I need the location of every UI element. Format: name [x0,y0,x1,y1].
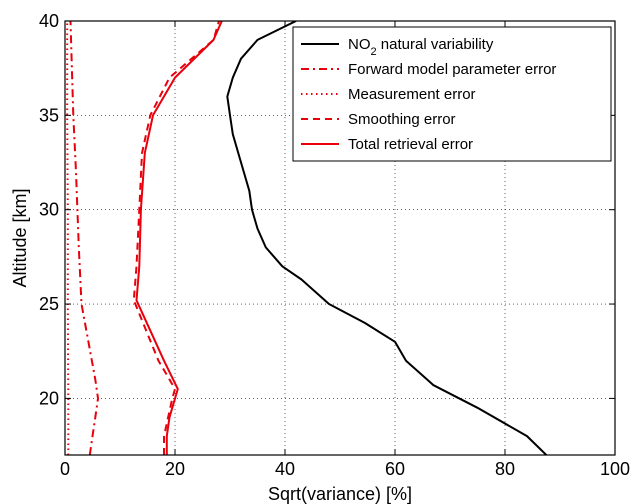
y-tick-label: 35 [39,105,59,125]
legend-label-2: Measurement error [348,86,476,103]
series-layer [66,21,547,455]
x-tick-label: 20 [165,459,185,479]
x-tick-label: 0 [60,459,70,479]
y-tick-label: 40 [39,11,59,31]
series-line-3 [132,21,220,455]
y-axis-label: Altitude [km] [10,188,30,287]
x-tick-label: 80 [495,459,515,479]
x-tick-label: 60 [385,459,405,479]
legend-label-1: Forward model parameter error [348,61,556,78]
ticks: 0 20 40 60 80 100 20 25 30 35 40 [39,11,630,479]
x-tick-label: 100 [600,459,630,479]
legend-box [292,26,612,162]
series-line-4 [135,21,223,455]
plot-frame [64,20,616,456]
y-tick-label: 30 [39,200,59,220]
x-tick-label: 40 [275,459,295,479]
series-line-0 [226,21,547,455]
y-tick-label: 20 [39,388,59,408]
x-axis-label: Sqrt(variance) [%] [268,484,412,504]
legend: NO2 natural variability Forward model par… [292,26,612,162]
legend-label-3: Smoothing error [348,111,456,128]
y-tick-label: 25 [39,294,59,314]
legend-label-4: Total retrieval error [348,136,473,153]
series-line-1 [69,21,99,455]
legend-label-0: NO2 natural variability [348,36,494,58]
series-line-2 [66,21,70,455]
